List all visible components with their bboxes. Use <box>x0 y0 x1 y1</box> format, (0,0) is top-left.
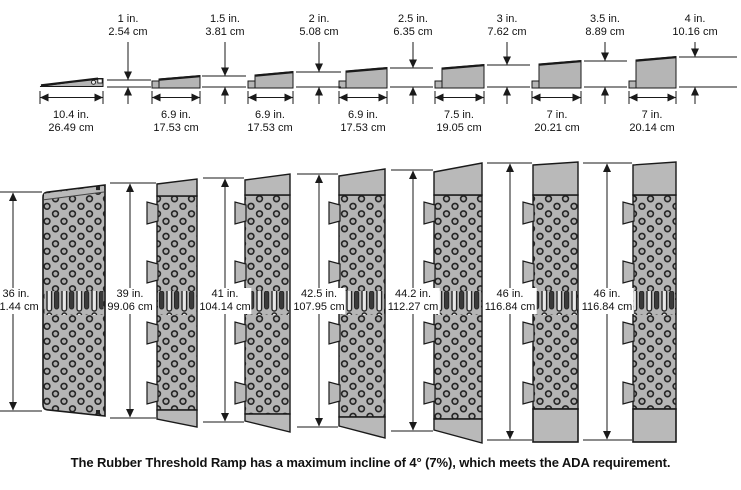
width-label-3: 41 in. 104.14 cm <box>198 288 252 314</box>
width-cm-value: 107.95 cm <box>293 301 345 313</box>
width-label-5: 44.2 in. 112.27 cm <box>386 288 440 314</box>
ramp-topview-7 <box>622 161 677 443</box>
height-label-7: 4 in. 10.16 cm <box>672 13 717 39</box>
depth-label-7: 7 in. 20.14 cm <box>629 109 674 135</box>
depth-cm-value: 17.53 cm <box>153 122 199 134</box>
width-cm-value: 99.06 cm <box>107 301 153 313</box>
width-label-1: 36 in. 91.44 cm <box>0 288 40 314</box>
width-in-value: 46 in. <box>593 288 621 300</box>
depth-label-4: 6.9 in. 17.53 cm <box>340 109 385 135</box>
width-in-value: 39 in. <box>116 288 144 300</box>
height-label-4: 2.5 in. 6.35 cm <box>393 13 432 39</box>
height-cm-value: 7.62 cm <box>487 26 527 38</box>
width-label-2: 39 in. 99.06 cm <box>106 288 154 314</box>
depth-in-value: 6.9 in. <box>255 109 285 121</box>
depth-cm-value: 19.05 cm <box>436 122 482 134</box>
height-label-6: 3.5 in. 8.89 cm <box>585 13 624 39</box>
ramp-topview-4 <box>328 168 386 439</box>
depth-cm-value: 17.53 cm <box>247 122 293 134</box>
height-label-2: 1.5 in. 3.81 cm <box>205 13 244 39</box>
height-in-value: 2 in. <box>308 13 330 25</box>
height-label-1: 1 in. 2.54 cm <box>108 13 147 39</box>
ramp-topview-3 <box>234 173 291 433</box>
ramp-topview-2 <box>146 178 198 428</box>
depth-cm-value: 26.49 cm <box>48 122 94 134</box>
ramp-topview-5 <box>423 162 483 444</box>
height-cm-value: 6.35 cm <box>393 26 433 38</box>
width-in-value: 44.2 in. <box>394 288 432 300</box>
width-label-4: 42.5 in. 107.95 cm <box>292 288 346 314</box>
ramp-profile-4 <box>338 66 388 89</box>
width-in-value: 46 in. <box>496 288 524 300</box>
height-in-value: 2.5 in. <box>398 13 428 25</box>
width-label-7: 46 in. 116.84 cm <box>580 288 634 314</box>
ramp-profile-2 <box>151 74 201 89</box>
ramp-profile-5 <box>434 63 485 89</box>
height-label-3: 2 in. 5.08 cm <box>299 13 338 39</box>
height-cm-value: 3.81 cm <box>205 26 245 38</box>
width-cm-value: 116.84 cm <box>484 301 536 313</box>
depth-label-2: 6.9 in. 17.53 cm <box>153 109 198 135</box>
height-cm-value: 8.89 cm <box>585 26 625 38</box>
width-cm-value: 112.27 cm <box>387 301 439 313</box>
height-in-value: 4 in. <box>684 13 706 25</box>
depth-in-value: 10.4 in. <box>52 109 90 121</box>
height-in-value: 3 in. <box>496 13 518 25</box>
width-cm-value: 104.14 cm <box>199 301 251 313</box>
height-cm-value: 2.54 cm <box>108 26 148 38</box>
height-label-5: 3 in. 7.62 cm <box>487 13 526 39</box>
depth-label-3: 6.9 in. 17.53 cm <box>247 109 292 135</box>
height-in-value: 1 in. <box>117 13 139 25</box>
height-in-value: 1.5 in. <box>210 13 240 25</box>
ramp-topview-1 <box>42 184 106 417</box>
depth-in-value: 7.5 in. <box>444 109 474 121</box>
depth-label-6: 7 in. 20.21 cm <box>534 109 579 135</box>
depth-cm-value: 17.53 cm <box>340 122 386 134</box>
depth-in-value: 6.9 in. <box>161 109 191 121</box>
width-in-value: 42.5 in. <box>300 288 338 300</box>
height-dimensions <box>107 42 737 104</box>
depth-label-5: 7.5 in. 19.05 cm <box>436 109 481 135</box>
ramp-profile-3 <box>247 70 294 89</box>
width-in-value: 36 in. <box>2 288 30 300</box>
depth-in-value: 6.9 in. <box>348 109 378 121</box>
width-in-value: 41 in. <box>211 288 239 300</box>
depth-in-value: 7 in. <box>641 109 663 121</box>
width-cm-value: 91.44 cm <box>0 301 39 313</box>
depth-cm-value: 20.21 cm <box>534 122 580 134</box>
depth-cm-value: 20.14 cm <box>629 122 675 134</box>
width-label-6: 46 in. 116.84 cm <box>483 288 537 314</box>
ramp-topview-6 <box>522 161 579 443</box>
ramp-profile-1 <box>39 77 104 87</box>
caption: The Rubber Threshold Ramp has a maximum … <box>70 455 671 470</box>
ramp-profile-7 <box>628 55 677 89</box>
ramp-profile-6 <box>531 59 582 89</box>
depth-label-1: 10.4 in. 26.49 cm <box>48 109 93 135</box>
height-cm-value: 5.08 cm <box>299 26 339 38</box>
depth-in-value: 7 in. <box>546 109 568 121</box>
height-cm-value: 10.16 cm <box>672 26 718 38</box>
height-in-value: 3.5 in. <box>590 13 620 25</box>
width-cm-value: 116.84 cm <box>581 301 633 313</box>
depth-dimensions <box>39 91 677 104</box>
